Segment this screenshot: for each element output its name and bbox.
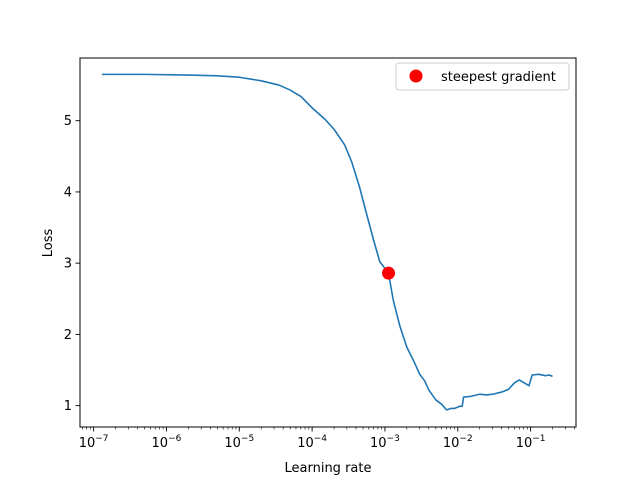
y-tick-label: 3 <box>64 257 72 272</box>
y-axis-label: Loss <box>41 229 56 258</box>
legend-label-steepest-gradient: steepest gradient <box>441 70 556 85</box>
y-tick-label: 1 <box>64 399 72 414</box>
x-tick-label: 10−1 <box>516 434 546 451</box>
legend-marker-steepest-gradient <box>409 69 423 83</box>
x-tick-label: 10−4 <box>297 434 327 451</box>
x-axis-ticks: 10−7 10−6 10−5 10−4 10−3 10−2 10−1 <box>79 427 575 451</box>
legend-box <box>395 62 570 91</box>
chart-marks <box>101 73 553 411</box>
x-tick-label: 10−6 <box>152 434 182 451</box>
plot-area <box>80 58 576 427</box>
steepest-gradient-point <box>382 266 396 280</box>
x-axis-label: Learning rate <box>285 461 372 476</box>
y-tick-label: 2 <box>64 328 72 343</box>
x-tick-label: 10−5 <box>224 434 254 451</box>
y-axis-ticks: 1 2 3 4 5 <box>64 114 80 414</box>
legend: steepest gradient <box>395 62 570 91</box>
x-tick-label: 10−7 <box>79 434 109 451</box>
x-tick-label: 10−2 <box>443 434 473 451</box>
x-tick-label: 10−3 <box>370 434 400 451</box>
y-tick-label: 5 <box>64 114 72 129</box>
y-tick-label: 4 <box>64 185 72 200</box>
plot-frame <box>79 57 577 428</box>
loss-curve-line <box>101 73 553 411</box>
